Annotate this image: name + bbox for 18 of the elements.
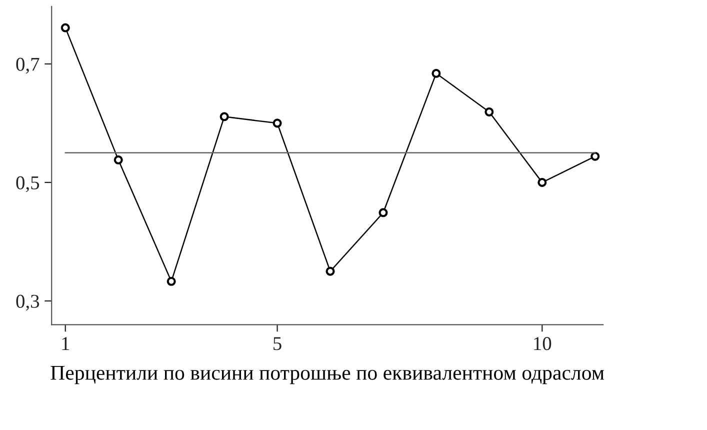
y-tick-label: 0,7 [16, 58, 40, 74]
point [272, 118, 282, 128]
point [326, 266, 335, 276]
x-axis-title: Перцентили по висини потрошње по еквивалентном одраслом [50, 366, 604, 384]
point [538, 178, 547, 187]
point [220, 112, 229, 122]
x-tick-label: 5 [274, 337, 282, 350]
y-tick-label: 0,5 [16, 176, 40, 192]
point [484, 107, 494, 116]
x-tick-label: 1 [62, 337, 70, 350]
point [166, 276, 176, 286]
point [114, 155, 123, 164]
point [590, 152, 600, 161]
y-tick-label: 0,3 [16, 294, 40, 311]
point [378, 208, 388, 218]
x-tick-label: 10 [534, 337, 552, 350]
point [60, 23, 70, 32]
point [432, 68, 441, 78]
